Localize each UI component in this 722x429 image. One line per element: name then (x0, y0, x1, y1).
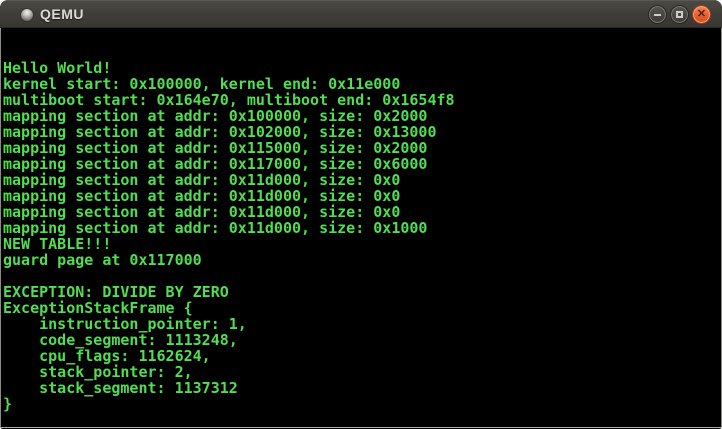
vga-console[interactable]: Hello World! kernel start: 0x100000, ker… (0, 28, 722, 428)
minimize-icon[interactable] (648, 5, 667, 24)
console-output: Hello World! kernel start: 0x100000, ker… (3, 59, 455, 413)
window-controls: ✕ (648, 5, 711, 24)
qemu-window-orb-icon (20, 8, 34, 22)
square-glyph (676, 11, 683, 18)
close-icon[interactable]: ✕ (692, 5, 711, 24)
window-title: QEMU (40, 6, 84, 22)
x-glyph: ✕ (696, 8, 707, 20)
titlebar[interactable]: QEMU ✕ (0, 0, 722, 28)
minus-glyph (654, 14, 661, 16)
maximize-icon[interactable] (670, 5, 689, 24)
